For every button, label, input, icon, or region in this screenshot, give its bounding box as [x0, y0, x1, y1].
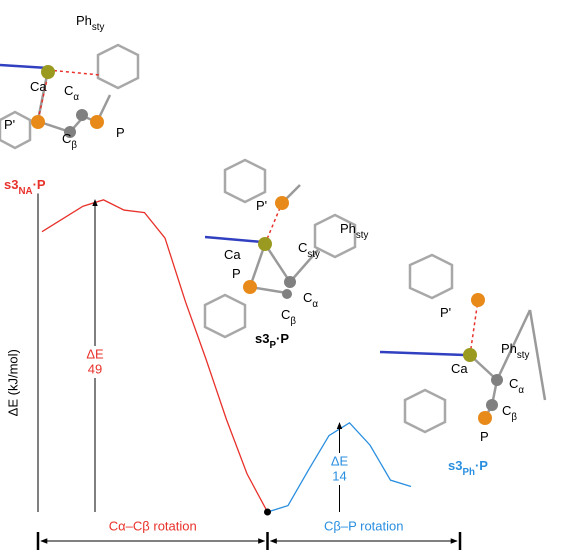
- series-name: Cβ–P rotation: [324, 518, 404, 533]
- atom-label: Csty: [298, 240, 320, 260]
- atom-label-sub: β: [511, 412, 517, 423]
- atom-label-main: Ph: [501, 341, 517, 356]
- atom-label: P': [4, 117, 15, 132]
- atom-label-sub: α: [518, 385, 524, 396]
- atom-label: P: [232, 266, 241, 281]
- figure: ΔE (kJ/mol)ΔE49ΔE14Cα–Cβ rotationCβ–P ro…: [0, 0, 566, 552]
- atom-label-main: C: [62, 131, 71, 146]
- atom-label: Ca: [451, 361, 468, 376]
- state-label-main: s3: [448, 458, 462, 473]
- atom-label-main: Ca: [224, 247, 241, 262]
- state-label-after: ·P: [33, 177, 46, 192]
- atom-label-main: C: [298, 240, 307, 255]
- state-label-sub: NA: [18, 186, 32, 197]
- state-label: s3Ph·P: [448, 458, 488, 478]
- atom-label-main: C: [509, 376, 518, 391]
- atom-label-main: P: [480, 429, 489, 444]
- series-name: Cα–Cβ rotation: [109, 518, 197, 533]
- state-label-main: s3: [4, 177, 18, 192]
- atom-label-main: P: [116, 125, 125, 140]
- junction-point: [264, 509, 271, 516]
- delta-value: 14: [332, 468, 346, 483]
- atom-label-main: C: [502, 403, 511, 418]
- atom-label: Ca: [30, 79, 47, 94]
- atom-label-sub: sty: [356, 230, 369, 241]
- state-label: s3NA·P: [4, 177, 46, 197]
- atom-label: P: [116, 125, 125, 140]
- atom-label: Cα: [509, 376, 524, 396]
- atom-label-sub: β: [71, 140, 77, 151]
- atom-label-main: P': [440, 305, 451, 320]
- atom-label-sub: sty: [307, 249, 320, 260]
- atom-label-sub: α: [73, 92, 79, 103]
- atom-label: Cβ: [281, 307, 296, 327]
- atom-label-main: C: [64, 83, 73, 98]
- atom-label-main: P': [4, 117, 15, 132]
- atom-label-sub: α: [312, 299, 318, 310]
- atom-label-main: C: [303, 290, 312, 305]
- atom-label-main: Ca: [451, 361, 468, 376]
- atom-label-sub: sty: [517, 350, 530, 361]
- y-axis-label: ΔE (kJ/mol): [5, 349, 20, 416]
- atom-label-sub: β: [290, 316, 296, 327]
- molecule-3: [380, 255, 545, 432]
- atom-label-main: P: [232, 266, 241, 281]
- atom-label-main: P': [256, 198, 267, 213]
- state-label-after: ·P: [276, 331, 289, 346]
- atom-label-sub: sty: [92, 22, 105, 33]
- atom-label: Cα: [303, 290, 318, 310]
- state-label-sub: Ph: [462, 467, 475, 478]
- state-label-main: s3: [255, 331, 269, 346]
- state-label-after: ·P: [475, 458, 488, 473]
- atom-label: Cβ: [502, 403, 517, 423]
- atom-label: P': [440, 305, 451, 320]
- atom-label: Cα: [64, 83, 79, 103]
- atom-label: P: [480, 429, 489, 444]
- atom-label-main: C: [281, 307, 290, 322]
- atom-label: Ca: [224, 247, 241, 262]
- atom-label-main: Ca: [30, 79, 47, 94]
- atom-label: P': [256, 198, 267, 213]
- atom-label: Phsty: [501, 341, 529, 361]
- atom-label-main: Ph: [340, 221, 356, 236]
- delta-value: 49: [88, 361, 102, 376]
- delta-label: ΔE: [331, 453, 349, 468]
- delta-label: ΔE: [86, 346, 104, 361]
- atom-label-main: Ph: [76, 13, 92, 28]
- state-label: s3P·P: [255, 331, 289, 351]
- atom-label: Phsty: [76, 13, 104, 33]
